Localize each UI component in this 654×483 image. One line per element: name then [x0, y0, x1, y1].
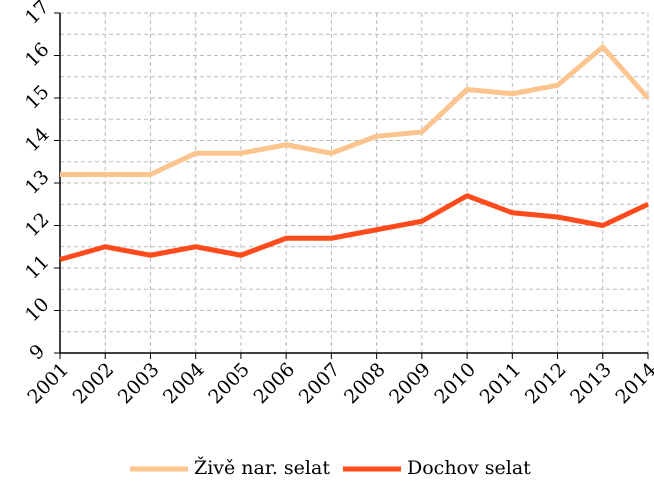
y-tick-label: 11	[21, 251, 54, 284]
x-tick-label: 2008	[340, 359, 390, 409]
x-tick-label: 2010	[430, 359, 480, 409]
x-tick-label: 2003	[114, 359, 164, 409]
x-tick-label: 2005	[204, 359, 254, 409]
x-tick-label: 2006	[249, 359, 299, 409]
x-tick-label: 2011	[476, 359, 526, 409]
x-tick-label: 2009	[385, 359, 435, 409]
x-tick-label: 2012	[521, 359, 571, 409]
data-line	[59, 193, 650, 262]
y-tick-label: 12	[21, 208, 54, 241]
x-tick-label: 2014	[611, 359, 654, 409]
data-line	[60, 44, 650, 177]
y-tick-label: 17	[21, 0, 54, 29]
x-tick-label: 2002	[69, 359, 119, 409]
x-tick-label: 2007	[295, 359, 345, 409]
y-tick-label: 15	[21, 81, 54, 114]
legend-label: Živě nar. selat	[194, 456, 330, 479]
x-tick-label: 2004	[159, 359, 209, 409]
y-tick-label: 14	[21, 123, 54, 156]
y-tick-label: 13	[21, 166, 54, 199]
x-tick-label: 2001	[23, 359, 73, 409]
y-tick-label: 10	[21, 293, 54, 326]
legend-label: Dochov selat	[407, 457, 531, 479]
y-tick-label: 16	[21, 38, 54, 71]
y-tick-label: 9	[25, 340, 49, 364]
x-tick-label: 2013	[566, 359, 616, 409]
